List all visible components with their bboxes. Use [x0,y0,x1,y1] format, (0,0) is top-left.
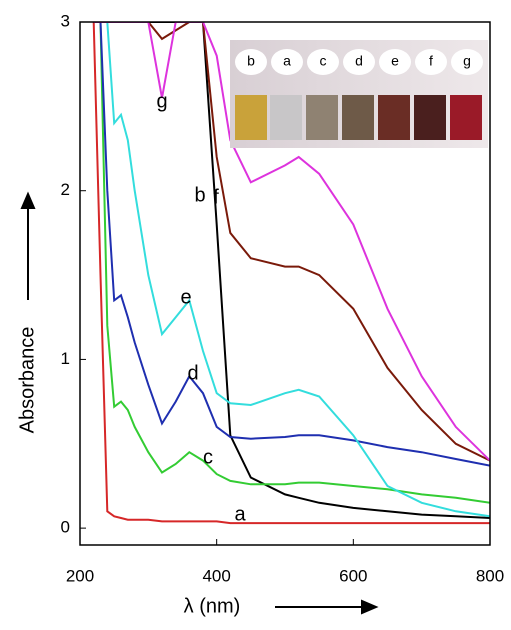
inset-label: g [463,53,471,69]
vial-cap [451,49,483,75]
plot-frame [79,21,491,546]
x-tick-label: 400 [202,566,230,585]
vial-cap [307,49,339,75]
inset-label: c [320,53,327,69]
series-line [92,22,490,525]
inset-label: e [391,53,399,69]
y-tick-label: 2 [61,180,70,199]
series-line [93,22,490,467]
arrows [20,191,379,615]
inset-label: b [247,53,255,69]
series-line [93,22,490,519]
series-line [93,22,490,462]
vial-cap [415,49,447,75]
y-tick-label: 1 [61,349,70,368]
inset-label: d [355,53,363,69]
series-line [93,22,490,518]
x-axis-label: λ (nm) [184,595,241,617]
series-line [93,22,490,462]
vial-cap [235,49,267,75]
curve-label: d [187,362,198,384]
curve-label: g [156,90,167,112]
inset-label: a [283,53,291,69]
vial-cap [343,49,375,75]
x-tick-label: 800 [476,566,504,585]
curve-label: e [180,286,191,308]
curve-label: c [203,446,213,468]
vial-cap [379,49,411,75]
vial-cap [271,49,303,75]
x-tick-label: 200 [66,566,94,585]
curve-label: b [194,184,205,206]
x-tick-label: 600 [339,566,367,585]
curve-label: a [234,503,246,525]
y-tick-label: 0 [61,518,70,537]
curve-label: f [213,186,219,208]
y-tick-label: 3 [61,11,70,30]
series-line [93,22,490,504]
y-axis-label: Absorbance [16,327,38,434]
inset-label: f [429,53,433,69]
plot-area [92,22,490,525]
